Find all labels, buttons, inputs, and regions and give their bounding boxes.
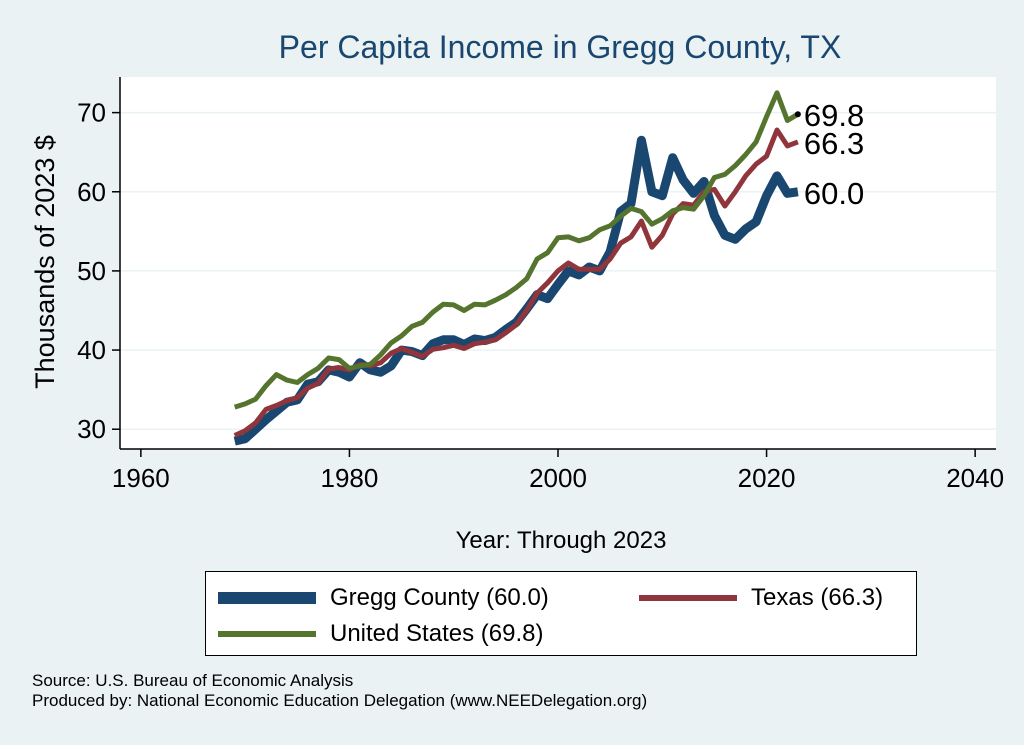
y-tick-label-70: 70 — [77, 98, 106, 128]
y-tick-label-40: 40 — [77, 335, 106, 365]
end-markers — [794, 111, 801, 118]
end-label-gregg-county: 60.0 — [804, 176, 864, 211]
x-tick-label-1960: 1960 — [112, 463, 170, 493]
end-label-united-states: 69.8 — [804, 98, 864, 133]
x-tick-label-2000: 2000 — [529, 463, 587, 493]
source-note: Source: U.S. Bureau of Economic Analysis — [32, 671, 354, 690]
legend-swatch-texas — [639, 595, 737, 601]
producer-note: Produced by: National Economic Education… — [32, 691, 648, 710]
chart-title: Per Capita Income in Gregg County, TX — [279, 29, 842, 65]
series-lines — [233, 90, 800, 446]
x-tick-label-1980: 1980 — [321, 463, 379, 493]
end-labels: 60.0 66.369.8 — [804, 98, 864, 211]
legend-item-gregg-county: Gregg County (60.0) — [218, 584, 549, 612]
x-axis-title: Year: Through 2023 — [456, 527, 667, 554]
y-axis-title: Thousands of 2023 $ — [30, 135, 60, 389]
y-tick-label-60: 60 — [77, 177, 106, 207]
legend-label-united-states: United States (69.8) — [330, 620, 544, 647]
tick-labels: 30 40 50 60 70 1960 1980 2000 2020 2040 — [77, 98, 1004, 493]
legend-item-texas: Texas (66.3) — [639, 584, 883, 612]
x-tick-label-2020: 2020 — [738, 463, 796, 493]
plot-area — [120, 77, 996, 449]
x-tick-label-2040: 2040 — [946, 463, 1004, 493]
legend-label-texas: Texas (66.3) — [751, 584, 884, 611]
legend-swatch-united-states — [218, 631, 316, 637]
legend-item-united-states: United States (69.8) — [218, 620, 543, 648]
y-tick-label-30: 30 — [77, 414, 106, 444]
series-line-united-states — [233, 90, 800, 410]
end-label-texas: 66.3 — [804, 126, 864, 161]
legend: Gregg County (60.0) Texas (66.3) United … — [205, 571, 917, 656]
legend-swatch-gregg-county — [218, 592, 316, 604]
axes — [112, 77, 996, 457]
legend-label-gregg-county: Gregg County (60.0) — [330, 584, 549, 611]
end-marker-united-states — [794, 111, 801, 118]
y-tick-label-50: 50 — [77, 256, 106, 286]
